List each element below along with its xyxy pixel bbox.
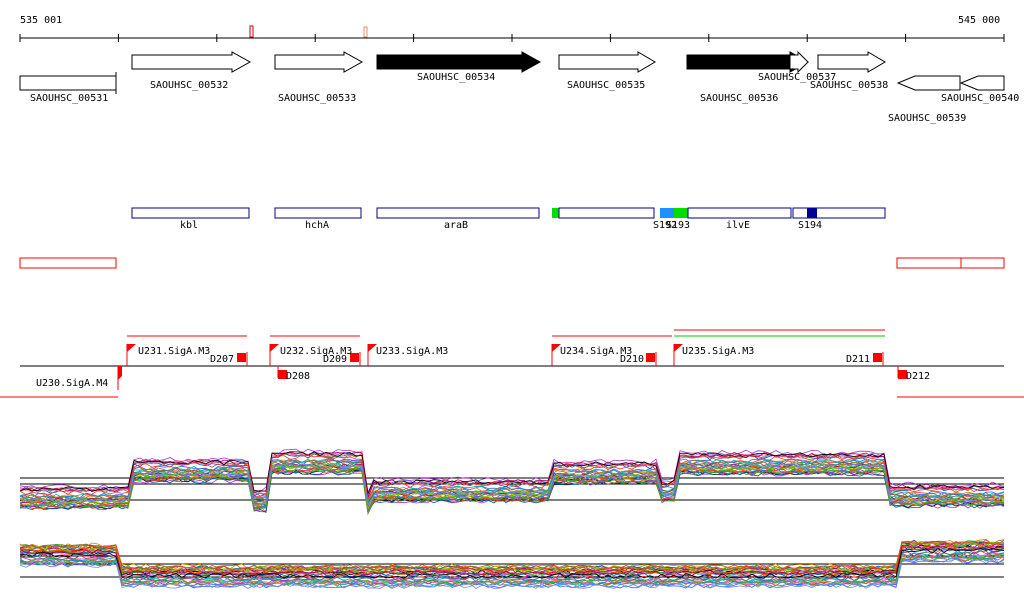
feature-box[interactable] xyxy=(376,207,540,219)
gene-arrow[interactable] xyxy=(558,51,656,73)
gene-label: SAOUHSC_00532 xyxy=(150,80,228,91)
promoter-label: U235.SigA.M3 xyxy=(682,346,754,357)
terminator-marker[interactable] xyxy=(350,353,359,362)
transcription-units-track: U230.SigA.M4 U231.SigA.M3 U232.SigA.M3 U… xyxy=(0,329,1024,398)
gene-arrow[interactable] xyxy=(896,75,961,91)
red-segment[interactable] xyxy=(19,257,117,269)
gene-labels: SAOUHSC_00531 SAOUHSC_00532 SAOUHSC_0053… xyxy=(30,72,1019,124)
promoter-label: U231.SigA.M3 xyxy=(138,346,210,357)
terminator-marker[interactable] xyxy=(237,353,246,362)
gene-label: SAOUHSC_00540 xyxy=(941,93,1019,104)
terminator-label: D209 xyxy=(323,354,347,365)
feature-green-block[interactable] xyxy=(674,208,688,218)
feature-label: S194 xyxy=(798,220,822,231)
gene-arrow[interactable] xyxy=(19,75,117,91)
terminator-marker[interactable] xyxy=(873,353,882,362)
feature-blue-block[interactable] xyxy=(660,208,674,218)
terminator-label: D208 xyxy=(286,371,310,382)
gene-label: SAOUHSC_00537 xyxy=(758,72,836,83)
gene-arrow[interactable] xyxy=(376,51,542,73)
feature-box[interactable] xyxy=(131,207,250,219)
promoter-label: U234.SigA.M3 xyxy=(560,346,632,357)
red-box-track xyxy=(19,257,1005,269)
gene-track xyxy=(19,50,1005,94)
expression-profile-minus xyxy=(19,538,1005,589)
promoter-label: U232.SigA.M3 xyxy=(280,346,352,357)
expression-profile-plus xyxy=(19,448,1005,516)
terminator-label: D210 xyxy=(620,354,644,365)
promoter-label: U230.SigA.M4 xyxy=(36,378,108,389)
ruler-start-label: 535 001 xyxy=(20,15,62,26)
feature-label: araB xyxy=(444,220,468,231)
feature-label: ilvE xyxy=(726,220,750,231)
terminator-label: D211 xyxy=(846,354,870,365)
gene-arrow[interactable] xyxy=(817,51,886,73)
promoter-label: U233.SigA.M3 xyxy=(376,346,448,357)
gene-label: SAOUHSC_00535 xyxy=(567,80,645,91)
terminator-marker[interactable] xyxy=(278,370,287,379)
feature-box[interactable] xyxy=(792,207,886,219)
gene-arrow[interactable] xyxy=(959,75,1005,91)
terminator-label: D212 xyxy=(906,371,930,382)
gene-label: SAOUHSC_00534 xyxy=(417,72,495,83)
feature-label: S192 xyxy=(653,220,677,231)
terminator-marker[interactable] xyxy=(646,353,655,362)
feature-box[interactable] xyxy=(687,207,792,219)
gene-arrow[interactable] xyxy=(274,51,364,73)
feature-green-block[interactable] xyxy=(552,208,559,218)
red-segment[interactable] xyxy=(960,257,1005,269)
ruler-marker xyxy=(363,26,368,38)
feature-box[interactable] xyxy=(274,207,362,219)
feature-label: S193 xyxy=(666,220,690,231)
feature-label: hchA xyxy=(305,220,329,231)
terminator-label: D207 xyxy=(210,354,234,365)
gene-label: SAOUHSC_00536 xyxy=(700,93,778,104)
feature-track: kbl hchA araB ilvE S192 S193 S194 xyxy=(131,207,886,231)
red-segment[interactable] xyxy=(896,257,962,269)
ruler-end-label: 545 000 xyxy=(958,15,1000,26)
gene-label: SAOUHSC_00538 xyxy=(810,80,888,91)
feature-darkblue-block[interactable] xyxy=(807,208,817,218)
position-ruler: 535 001 545 000 xyxy=(19,15,1005,42)
ruler-marker xyxy=(249,25,254,38)
feature-label: kbl xyxy=(180,220,198,231)
gene-label: SAOUHSC_00533 xyxy=(278,93,356,104)
gene-label: SAOUHSC_00531 xyxy=(30,93,108,104)
gene-arrow[interactable] xyxy=(131,51,252,73)
feature-box[interactable] xyxy=(558,207,655,219)
gene-arrow[interactable] xyxy=(789,50,809,74)
gene-label: SAOUHSC_00539 xyxy=(888,113,966,124)
terminator-marker[interactable] xyxy=(898,370,907,379)
